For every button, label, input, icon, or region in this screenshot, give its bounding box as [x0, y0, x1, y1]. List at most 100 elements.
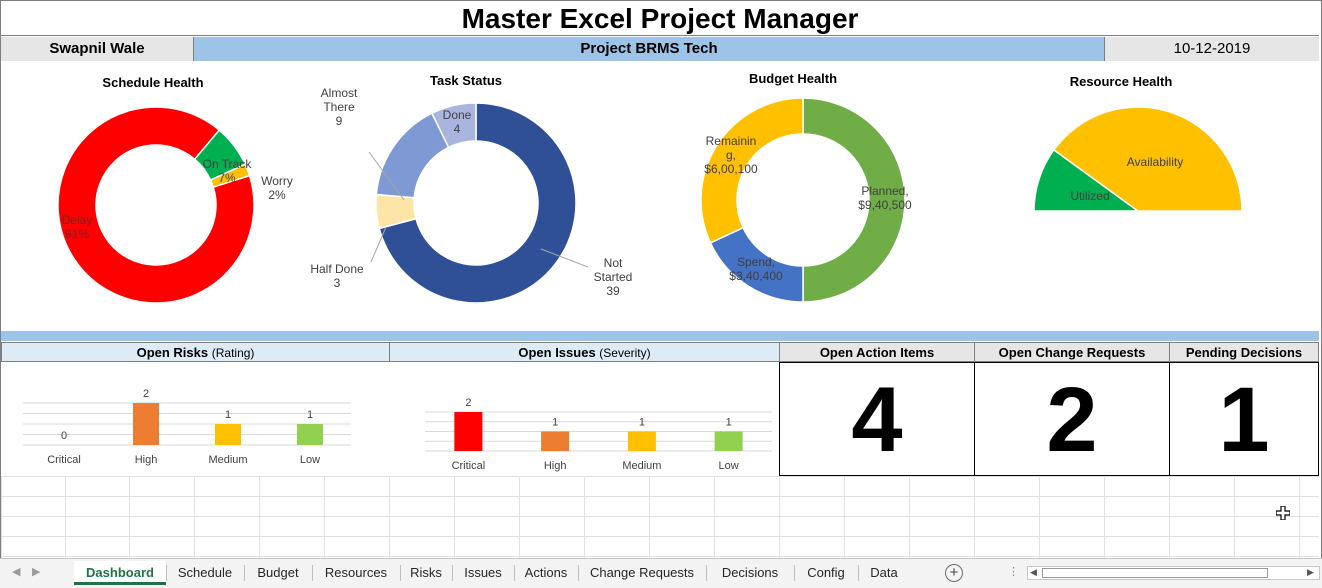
bar-high[interactable] [133, 403, 159, 445]
task-label-half-done: Half Done 3 [310, 262, 364, 290]
task-leader-lines [368, 151, 589, 268]
bar-medium[interactable] [627, 431, 656, 452]
task-status-chart[interactable] [371, 98, 581, 308]
action-items-header: Open Action Items [779, 342, 975, 362]
sheet-tab-schedule[interactable]: Schedule [177, 565, 233, 580]
sheet-tab-data[interactable]: Data [870, 565, 898, 580]
bar-critical[interactable] [454, 412, 483, 451]
task-label-done: Done 4 [442, 108, 472, 136]
scroll-left-icon[interactable]: ◀ [1030, 567, 1037, 577]
data-label: 0 [61, 430, 67, 442]
change-requests-count[interactable]: 2 [974, 362, 1170, 476]
project-owner[interactable]: Swapnil Wale [1, 37, 194, 61]
donut-slice-remaining[interactable] [700, 97, 804, 244]
tick-label: Medium [208, 454, 247, 466]
data-label: 1 [726, 417, 732, 429]
cell-cursor-icon [1276, 506, 1290, 520]
schedule-health-title: Schedule Health [102, 75, 204, 90]
sheet-tab-budget[interactable]: Budget [257, 565, 299, 580]
resource-label-availability: Availability [1126, 155, 1184, 169]
tab-separator [514, 565, 515, 581]
open-issues-chart[interactable]: 2 Critical 1 High 1 Medium 1 Low [390, 362, 778, 476]
tab-separator [452, 565, 453, 581]
tab-next-icon[interactable]: ▶ [32, 566, 41, 578]
plus-circle-icon[interactable]: + [945, 564, 963, 582]
bar-low[interactable] [297, 424, 323, 445]
sheet-tab-actions[interactable]: Actions [524, 565, 568, 580]
tab-separator [166, 565, 167, 581]
tick-label: Low [300, 454, 320, 466]
tab-options-icon[interactable]: ⋮ [1008, 566, 1019, 578]
data-label: 1 [552, 417, 558, 429]
budget-health-chart[interactable] [698, 95, 908, 305]
tick-label: Medium [622, 460, 661, 472]
scroll-right-icon[interactable]: ▶ [1307, 567, 1314, 577]
action-items-count[interactable]: 4 [779, 362, 975, 476]
resource-health-title: Resource Health [1069, 74, 1173, 89]
tab-separator [794, 565, 795, 581]
data-label: 1 [639, 417, 645, 429]
gauge-slice-availability[interactable] [1052, 106, 1243, 212]
donut-slice-planned[interactable] [802, 97, 906, 303]
task-status-title: Task Status [429, 73, 502, 88]
scrollbar-thumb[interactable] [1042, 568, 1268, 578]
bar-medium[interactable] [215, 424, 241, 445]
bar-high[interactable] [541, 431, 570, 452]
sheet-tab-change-requests[interactable]: Change Requests [589, 565, 695, 580]
sheet-tab-dashboard[interactable]: Dashboard [74, 561, 166, 585]
sheet-tab-resources[interactable]: Resources [324, 565, 388, 580]
pending-decisions-count[interactable]: 1 [1169, 362, 1319, 476]
tab-separator [400, 565, 401, 581]
sheet-tab-config[interactable]: Config [807, 565, 845, 580]
budget-label-planned: Planned, $9,40,500 [858, 184, 912, 212]
resource-health-chart[interactable] [1031, 102, 1246, 214]
donut-slice-done[interactable] [430, 102, 477, 149]
tick-label: Critical [452, 460, 486, 472]
open-issues-header: Open Issues (Severity) [389, 342, 780, 362]
sheet-tab-issues[interactable]: Issues [464, 565, 502, 580]
pending-decisions-header: Pending Decisions [1169, 342, 1319, 362]
schedule-label-ontrack: On Track 7% [202, 157, 252, 185]
tab-separator [578, 565, 579, 581]
sheet-tab-risks[interactable]: Risks [410, 565, 442, 580]
resource-label-utilized: Utilized [1070, 189, 1110, 203]
budget-label-remaining: Remainin g, $6,00,100 [704, 134, 758, 176]
budget-label-spend: Spend, $3,40,400 [729, 255, 783, 283]
tab-prev-icon[interactable]: ◀ [12, 566, 21, 578]
schedule-health-chart[interactable] [51, 100, 261, 310]
data-label: 1 [307, 409, 313, 421]
data-label: 2 [465, 397, 471, 409]
health-charts-area: Schedule Health Delay 91% On Track 7% Worr… [1, 62, 1319, 330]
open-risks-chart[interactable]: 0 Critical 2 High 1 Medium 1 Low [1, 362, 389, 476]
horizontal-scrollbar[interactable]: ◀ ▶ [1027, 566, 1320, 580]
donut-slice-not-started[interactable] [378, 102, 577, 304]
task-label-almost-there: Almost There 9 [320, 86, 358, 128]
project-info-row: Swapnil Wale Project BRMS Tech 10-12-201… [1, 37, 1319, 61]
open-risks-header: Open Risks (Rating) [1, 342, 390, 362]
donut-slice-worry[interactable] [209, 163, 251, 188]
bar-low[interactable] [714, 431, 743, 452]
tick-label: High [135, 454, 158, 466]
tab-separator [706, 565, 707, 581]
task-label-not-started: Not Started 39 [593, 256, 633, 298]
project-date[interactable]: 10-12-2019 [1105, 37, 1319, 61]
sheet-tab-decisions[interactable]: Decisions [721, 565, 779, 580]
schedule-label-worry: Worry 2% [261, 174, 293, 202]
donut-slice-delay[interactable] [57, 106, 255, 304]
section-separator [1, 331, 1319, 341]
page-title: Master Excel Project Manager [1, 1, 1319, 36]
budget-health-title: Budget Health [748, 71, 838, 86]
tick-label: High [544, 460, 567, 472]
data-label: 1 [225, 409, 231, 421]
data-label: 2 [143, 388, 149, 400]
spreadsheet-grid[interactable] [1, 476, 1319, 558]
sheet-tab-bar: ◀ ▶ Dashboard Schedule Budget Resources Risk… [0, 558, 1322, 588]
tick-label: Critical [47, 454, 81, 466]
change-requests-header: Open Change Requests [974, 342, 1170, 362]
project-name[interactable]: Project BRMS Tech [194, 37, 1105, 61]
tab-separator [858, 565, 859, 581]
schedule-label-delay: Delay 91% [61, 213, 93, 241]
tick-label: Low [719, 460, 739, 472]
tab-separator [244, 565, 245, 581]
tab-separator [312, 565, 313, 581]
